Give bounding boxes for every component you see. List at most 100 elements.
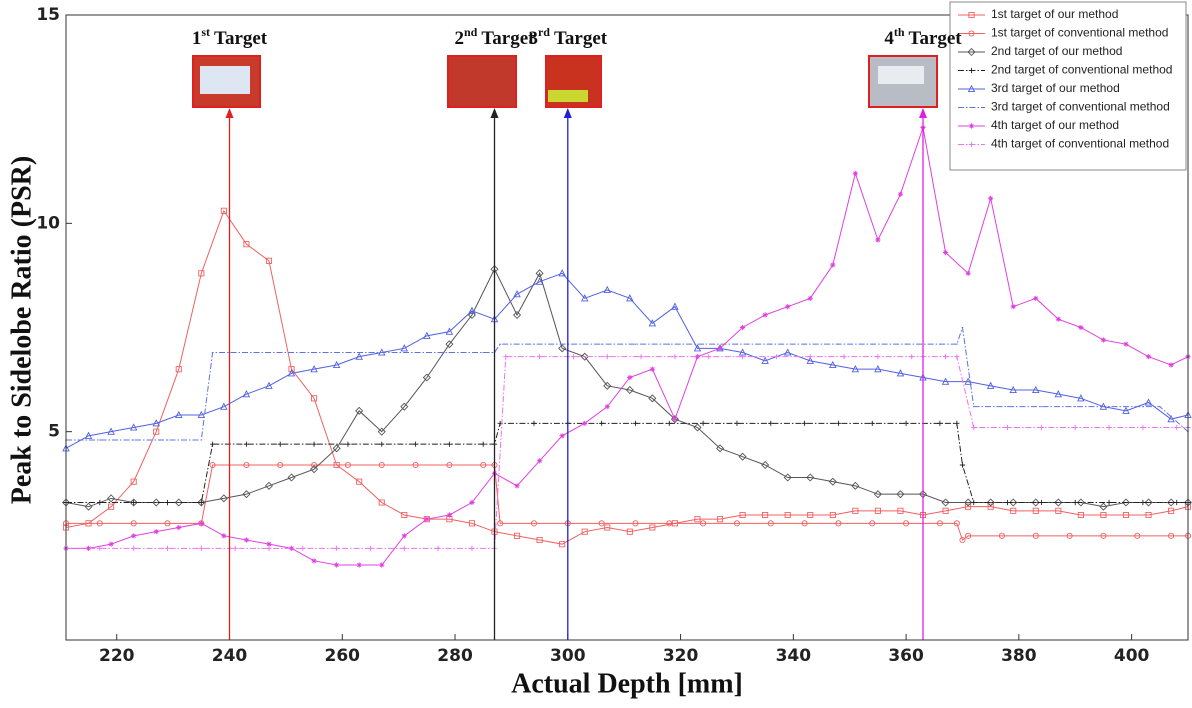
marker bbox=[897, 507, 904, 514]
target-label-part: st bbox=[201, 25, 210, 39]
marker bbox=[802, 420, 808, 426]
marker bbox=[1167, 414, 1175, 423]
marker bbox=[801, 520, 808, 527]
marker bbox=[706, 354, 712, 360]
marker bbox=[209, 441, 216, 447]
marker bbox=[1168, 362, 1174, 368]
legend-label: 3rd target of our method bbox=[991, 81, 1120, 95]
marker bbox=[198, 270, 205, 277]
marker bbox=[964, 377, 972, 385]
marker bbox=[875, 237, 881, 243]
marker bbox=[176, 524, 182, 531]
marker bbox=[936, 520, 943, 527]
marker bbox=[672, 416, 678, 422]
y-tick-label: 5 bbox=[48, 422, 60, 442]
target-label-part: rd bbox=[538, 25, 550, 39]
legend: 1st target of our method 1st target of co… bbox=[949, 1, 1187, 171]
marker bbox=[919, 511, 927, 519]
marker bbox=[1004, 499, 1011, 506]
marker bbox=[739, 511, 746, 519]
target-label-part: Target bbox=[214, 28, 268, 49]
marker bbox=[424, 516, 430, 522]
marker bbox=[835, 420, 842, 426]
marker bbox=[773, 354, 780, 360]
marker bbox=[627, 374, 633, 381]
marker bbox=[446, 512, 452, 518]
x-tick-label: 380 bbox=[1001, 646, 1037, 666]
marker bbox=[806, 356, 814, 364]
marker bbox=[1134, 532, 1141, 539]
marker bbox=[603, 381, 612, 390]
marker bbox=[300, 545, 306, 551]
marker bbox=[400, 344, 409, 352]
marker bbox=[767, 520, 774, 527]
marker bbox=[953, 520, 960, 527]
marker bbox=[1032, 507, 1039, 514]
marker bbox=[129, 423, 138, 431]
marker bbox=[988, 195, 994, 201]
marker bbox=[535, 269, 544, 278]
marker bbox=[287, 369, 296, 377]
marker bbox=[1140, 499, 1146, 506]
marker bbox=[480, 441, 486, 447]
marker bbox=[535, 277, 544, 285]
marker bbox=[1099, 502, 1108, 511]
marker bbox=[152, 419, 160, 427]
marker bbox=[355, 352, 363, 360]
marker bbox=[987, 503, 994, 510]
marker bbox=[785, 304, 791, 310]
marker bbox=[198, 545, 204, 551]
marker bbox=[558, 269, 566, 277]
marker bbox=[598, 520, 605, 527]
marker bbox=[968, 67, 975, 74]
marker bbox=[378, 499, 385, 506]
marker bbox=[909, 354, 915, 360]
marker bbox=[739, 354, 746, 360]
target-arrowhead bbox=[919, 108, 928, 118]
marker bbox=[468, 520, 475, 527]
marker bbox=[1054, 389, 1063, 398]
marker bbox=[497, 520, 504, 527]
marker bbox=[1072, 499, 1078, 506]
marker bbox=[277, 441, 283, 447]
legend-label: 2nd target of our method bbox=[991, 44, 1122, 58]
marker bbox=[768, 420, 774, 426]
marker bbox=[152, 498, 161, 507]
marker bbox=[1038, 424, 1045, 431]
marker bbox=[559, 433, 565, 439]
marker bbox=[903, 520, 910, 527]
marker bbox=[197, 498, 206, 507]
target-label-part: nd bbox=[464, 25, 478, 39]
marker bbox=[164, 520, 171, 527]
marker bbox=[232, 545, 238, 551]
marker bbox=[108, 503, 115, 510]
marker bbox=[531, 420, 537, 426]
marker bbox=[1100, 511, 1107, 519]
marker bbox=[852, 170, 858, 176]
marker bbox=[242, 389, 251, 398]
marker bbox=[131, 499, 137, 506]
marker bbox=[288, 366, 295, 373]
marker bbox=[332, 444, 341, 453]
series-line bbox=[66, 327, 1189, 441]
marker bbox=[513, 289, 521, 298]
target-arrowhead bbox=[490, 108, 499, 118]
marker bbox=[903, 420, 909, 426]
marker bbox=[649, 366, 655, 372]
marker bbox=[1100, 532, 1107, 539]
marker bbox=[739, 324, 746, 331]
marker bbox=[968, 141, 975, 148]
marker bbox=[1076, 498, 1085, 507]
marker bbox=[807, 354, 813, 360]
marker bbox=[986, 381, 995, 389]
marker bbox=[379, 441, 385, 447]
marker bbox=[626, 528, 633, 535]
target-label-part: 1 bbox=[192, 28, 202, 49]
marker bbox=[1032, 532, 1039, 539]
marker bbox=[580, 294, 589, 302]
legend-label: 2nd target of conventional method bbox=[991, 63, 1172, 77]
marker bbox=[242, 490, 251, 499]
marker bbox=[632, 520, 639, 527]
marker bbox=[423, 516, 430, 523]
